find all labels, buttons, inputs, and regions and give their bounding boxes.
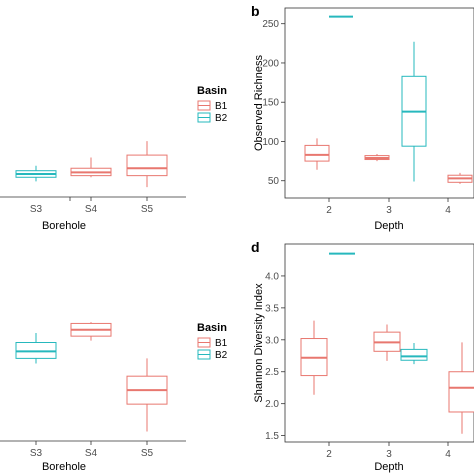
y-tick-label: 3.0	[265, 335, 279, 346]
panel-d-x-axis-title: Depth	[374, 461, 403, 473]
box-b1-2	[300, 320, 328, 395]
panel-b: b 50 100 150 200 250 2 3 4 Depth Observed Ri…	[251, 3, 474, 232]
panel-c-plot	[15, 322, 168, 432]
box-iqr	[126, 154, 168, 177]
panel-c: S3 S4 S5 Borehole	[0, 322, 186, 473]
panel-d-y-axis-title: Shannon Diversity Index	[253, 283, 265, 403]
box-b1-3	[373, 324, 401, 361]
panel-a-x-ticks: S3 S4 S5	[30, 197, 154, 215]
panel-b-frame	[284, 7, 474, 199]
box-b1-s5	[126, 358, 168, 432]
box-iqr	[304, 144, 330, 162]
y-tick-label: 250	[262, 19, 279, 30]
panel-c-x-axis-title: Borehole	[42, 461, 86, 473]
y-tick-label: 2.0	[265, 399, 279, 410]
legend-title: Basin	[197, 322, 227, 334]
y-tick-label: 150	[262, 98, 279, 109]
panel-a: S3 S4 S5 Borehole	[0, 141, 186, 232]
box-iqr	[448, 371, 474, 413]
panel-b-x-tick-label: 3	[386, 205, 392, 216]
legend-label-b2: B2	[215, 350, 228, 361]
panel-b-y-axis-title: Observed Richness	[253, 55, 265, 151]
panel-d: d 1.5 2.0 2.5 3.0 3.5 4.0 2 3 4 Depth Shannon…	[251, 239, 474, 473]
legend-bottom: Basin B1 B2	[197, 322, 228, 361]
box-b1-s5	[126, 141, 168, 188]
panel-d-frame	[284, 243, 474, 443]
legend-top: Basin B1 B2	[197, 85, 228, 124]
box-iqr	[400, 348, 428, 361]
y-tick-label: 50	[268, 176, 280, 187]
panel-d-plot	[300, 252, 474, 434]
box-b1-4	[447, 172, 473, 184]
panel-d-x-ticks: 2 3 4	[326, 442, 451, 460]
panel-c-x-tick-label: S3	[30, 448, 43, 459]
panel-d-letter: d	[251, 239, 260, 255]
panel-d-x-tick-label: 2	[326, 449, 332, 460]
panel-b-letter: b	[251, 3, 260, 19]
y-tick-label: 200	[262, 58, 279, 69]
box-b1-s4	[70, 157, 112, 178]
box-b1-3	[364, 154, 390, 162]
box-b1-4	[448, 342, 474, 434]
legend-label-b1: B1	[215, 101, 228, 112]
panel-b-y-axis: 50 100 150 200 250	[262, 19, 285, 187]
panel-a-x-axis-title: Borehole	[42, 220, 86, 232]
panel-b-x-axis-title: Depth	[374, 220, 403, 232]
box-b2-s3	[15, 332, 57, 364]
legend-label-b2: B2	[215, 113, 228, 124]
panel-b-x-tick-label: 4	[445, 205, 451, 216]
panel-a-x-tick-label: S4	[85, 204, 98, 215]
panel-c-x-tick-label: S5	[141, 448, 154, 459]
y-tick-label: 4.0	[265, 271, 279, 282]
box-b2-s3	[15, 165, 57, 182]
box-b1-s4	[70, 322, 112, 341]
y-tick-label: 1.5	[265, 431, 279, 442]
legend-title: Basin	[197, 85, 227, 97]
panel-d-x-tick-label: 3	[386, 449, 392, 460]
panel-a-plot	[15, 141, 168, 188]
panel-c-x-tick-label: S4	[85, 448, 98, 459]
legend-label-b1: B1	[215, 338, 228, 349]
y-tick-label: 100	[262, 137, 279, 148]
panel-a-x-tick-label: S5	[141, 204, 154, 215]
panel-b-x-ticks: 2 3 4	[326, 198, 451, 216]
panel-c-x-ticks: S3 S4 S5	[30, 441, 154, 459]
box-b2-3	[400, 343, 428, 365]
panel-a-x-tick-label: S3	[30, 204, 43, 215]
box-b2-3	[401, 41, 427, 182]
panel-b-plot	[304, 15, 473, 184]
box-b1-2	[304, 138, 330, 170]
panel-d-x-tick-label: 4	[445, 449, 451, 460]
panel-d-y-axis: 1.5 2.0 2.5 3.0 3.5 4.0	[265, 271, 285, 442]
y-tick-label: 2.5	[265, 367, 279, 378]
y-tick-label: 3.5	[265, 303, 279, 314]
panel-b-x-tick-label: 2	[326, 205, 332, 216]
